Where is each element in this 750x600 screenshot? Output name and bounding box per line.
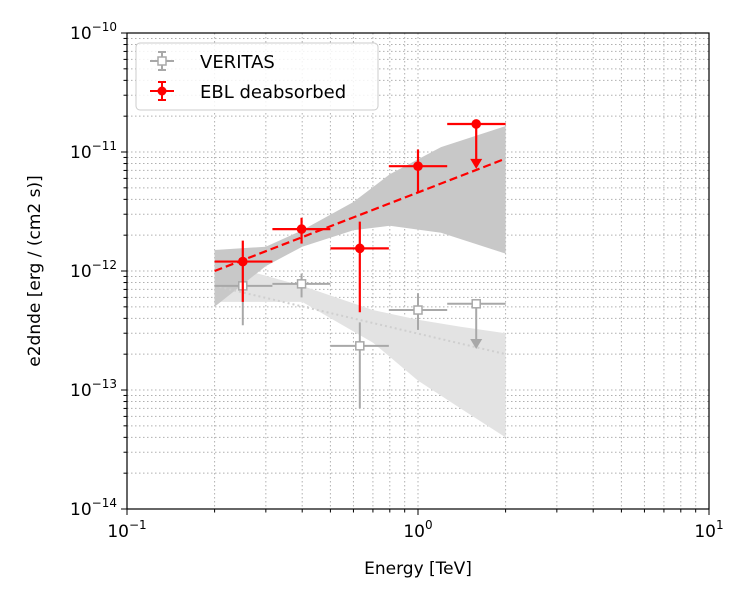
x-tick-label: 101 [694, 518, 723, 542]
x-tick-label: 10−1 [107, 518, 146, 542]
ebl-point-1 [272, 217, 331, 244]
veritas-point-2 [330, 322, 389, 409]
y-tick-label: 10−13 [70, 377, 117, 401]
ebl-upper-limit-arrow [470, 158, 483, 169]
veritas-point-3 [388, 293, 448, 330]
ebl-point-3 [388, 149, 448, 193]
model-lines [214, 157, 506, 356]
ebl-marker [296, 224, 307, 234]
legend-box [135, 42, 379, 111]
y-tick-label: 10−11 [70, 139, 117, 163]
x-tick-label: 100 [403, 518, 432, 542]
data-points [214, 119, 506, 409]
ebl-marker [238, 256, 248, 267]
ebl-point-0 [214, 240, 273, 302]
axis-ticks: 10−1 100 101 10−14 10−13 10−12 10−11 10−10 [70, 20, 724, 542]
legend-marker-ebl [150, 81, 174, 101]
ebl-marker [413, 161, 423, 171]
ebl-marker [355, 243, 365, 254]
veritas-upper-limit-arrow [470, 338, 483, 349]
legend-marker-veritas [150, 51, 174, 71]
model-line-ebl [214, 157, 506, 273]
veritas-marker [413, 305, 423, 315]
band-ebl [214, 126, 506, 307]
y-tick-label: 10−14 [70, 496, 117, 520]
legend-label-veritas: VERITAS [200, 52, 275, 73]
ebl-point-2 [330, 221, 389, 313]
veritas-point-1 [272, 273, 331, 298]
y-tick-label: 10−10 [70, 20, 117, 44]
ebl-marker [471, 119, 482, 129]
veritas-marker [296, 279, 307, 289]
grid [127, 33, 709, 509]
y-axis-label: e2dnde [erg / (cm2 s)] [25, 175, 45, 366]
veritas-marker [471, 299, 481, 309]
veritas-point-4 [447, 299, 506, 349]
x-axis-label: Energy [TeV] [364, 559, 472, 579]
y-tick-label: 10−12 [70, 258, 117, 282]
legend: VERITAS EBL deabsorbed [135, 42, 379, 111]
ebl-point-4 [447, 119, 506, 169]
veritas-marker [355, 341, 365, 351]
legend-label-ebl: EBL deabsorbed [200, 82, 346, 103]
